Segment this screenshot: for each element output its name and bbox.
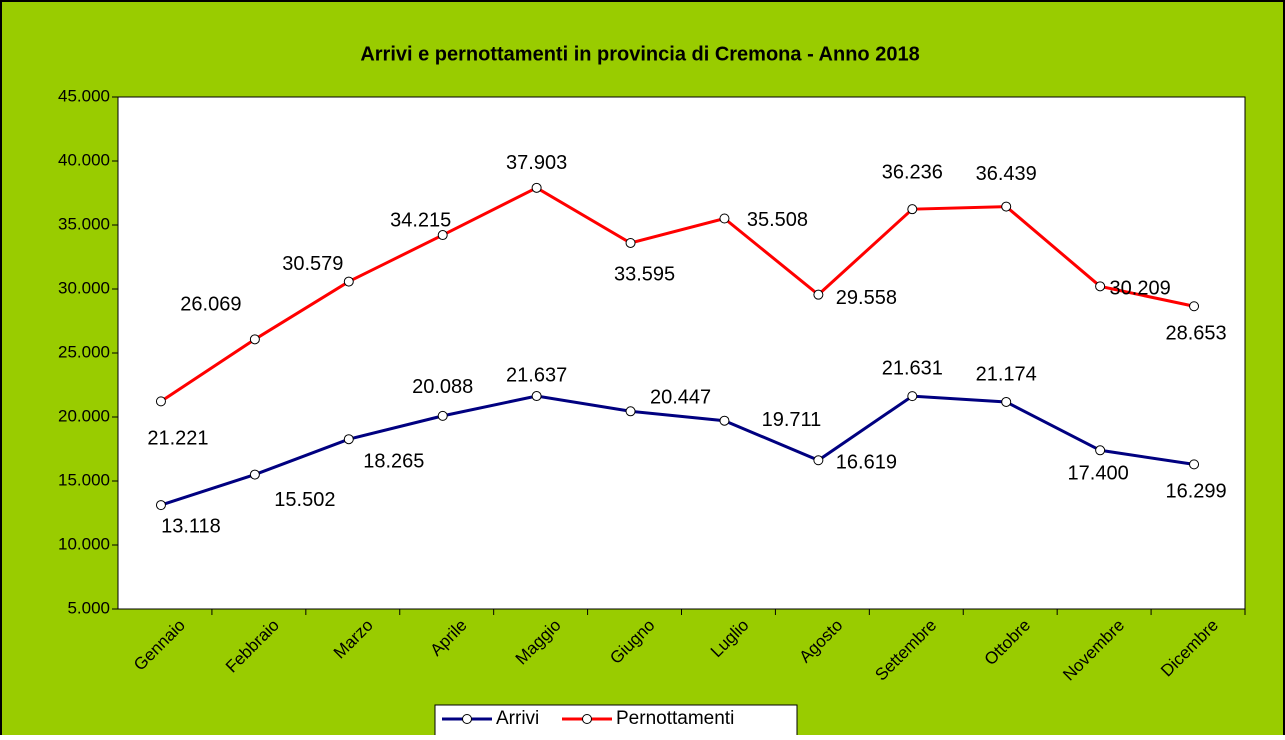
data-point — [1189, 459, 1200, 470]
data-label: 26.069 — [180, 294, 241, 316]
data-point — [531, 182, 542, 193]
data-label: 21.637 — [506, 364, 567, 386]
series-line — [160, 394, 1195, 507]
data-label: 36.236 — [882, 161, 943, 183]
data-point — [719, 415, 730, 426]
data-label: 28.653 — [1165, 323, 1226, 345]
data-point — [155, 500, 166, 511]
data-label: 13.118 — [161, 515, 221, 537]
data-point — [625, 406, 636, 417]
data-point — [249, 469, 260, 480]
legend — [434, 704, 798, 740]
data-point — [1001, 396, 1012, 407]
data-point — [907, 204, 918, 215]
data-point — [907, 391, 918, 402]
data-point — [1189, 301, 1200, 312]
data-label: 33.595 — [614, 263, 675, 285]
data-point — [813, 455, 824, 466]
data-label: 30.209 — [1110, 278, 1171, 300]
y-tick-label: 30.000 — [58, 278, 110, 297]
legend-label: Pernottamenti — [616, 708, 734, 729]
data-point — [1001, 201, 1012, 212]
data-label: 20.447 — [650, 387, 711, 409]
data-label: 37.903 — [506, 152, 567, 174]
data-point — [437, 230, 448, 241]
data-point — [155, 396, 166, 407]
chart-title: Arrivi e pernottamenti in provincia di C… — [360, 43, 919, 65]
data-point — [343, 276, 354, 287]
y-tick-label: 10.000 — [58, 534, 110, 553]
series-line — [160, 186, 1195, 403]
y-tick-label: 20.000 — [58, 406, 110, 425]
data-point — [719, 213, 730, 224]
data-point — [249, 334, 260, 345]
data-point — [625, 237, 636, 248]
data-point — [1095, 281, 1106, 292]
legend-marker — [462, 714, 472, 724]
y-tick-label: 5.000 — [67, 598, 110, 617]
data-label: 34.215 — [390, 209, 451, 231]
data-point — [437, 410, 448, 421]
data-label: 16.299 — [1165, 481, 1226, 503]
data-label: 21.221 — [147, 428, 208, 450]
data-label: 15.502 — [274, 489, 335, 511]
data-label: 21.631 — [882, 357, 943, 379]
data-label: 30.579 — [282, 253, 343, 275]
data-point — [813, 289, 824, 300]
data-point — [343, 434, 354, 445]
data-point — [531, 391, 542, 402]
data-label: 19.711 — [762, 409, 822, 431]
y-tick-label: 25.000 — [58, 342, 110, 361]
y-tick-label: 45.000 — [58, 86, 110, 105]
data-label: 36.439 — [976, 163, 1037, 185]
data-point — [1095, 445, 1106, 456]
data-label: 17.400 — [1068, 463, 1129, 485]
data-label: 21.174 — [976, 363, 1037, 385]
data-label: 35.508 — [747, 209, 808, 231]
y-tick-label: 15.000 — [58, 470, 110, 489]
data-label: 29.558 — [836, 287, 897, 309]
legend-label: Arrivi — [496, 708, 539, 729]
legend-marker — [582, 714, 592, 724]
y-tick-label: 35.000 — [58, 214, 110, 233]
y-tick-label: 40.000 — [58, 150, 110, 169]
data-label: 18.265 — [363, 450, 424, 472]
plot-area — [117, 96, 1246, 610]
data-label: 20.088 — [412, 376, 473, 398]
data-label: 16.619 — [836, 452, 897, 474]
